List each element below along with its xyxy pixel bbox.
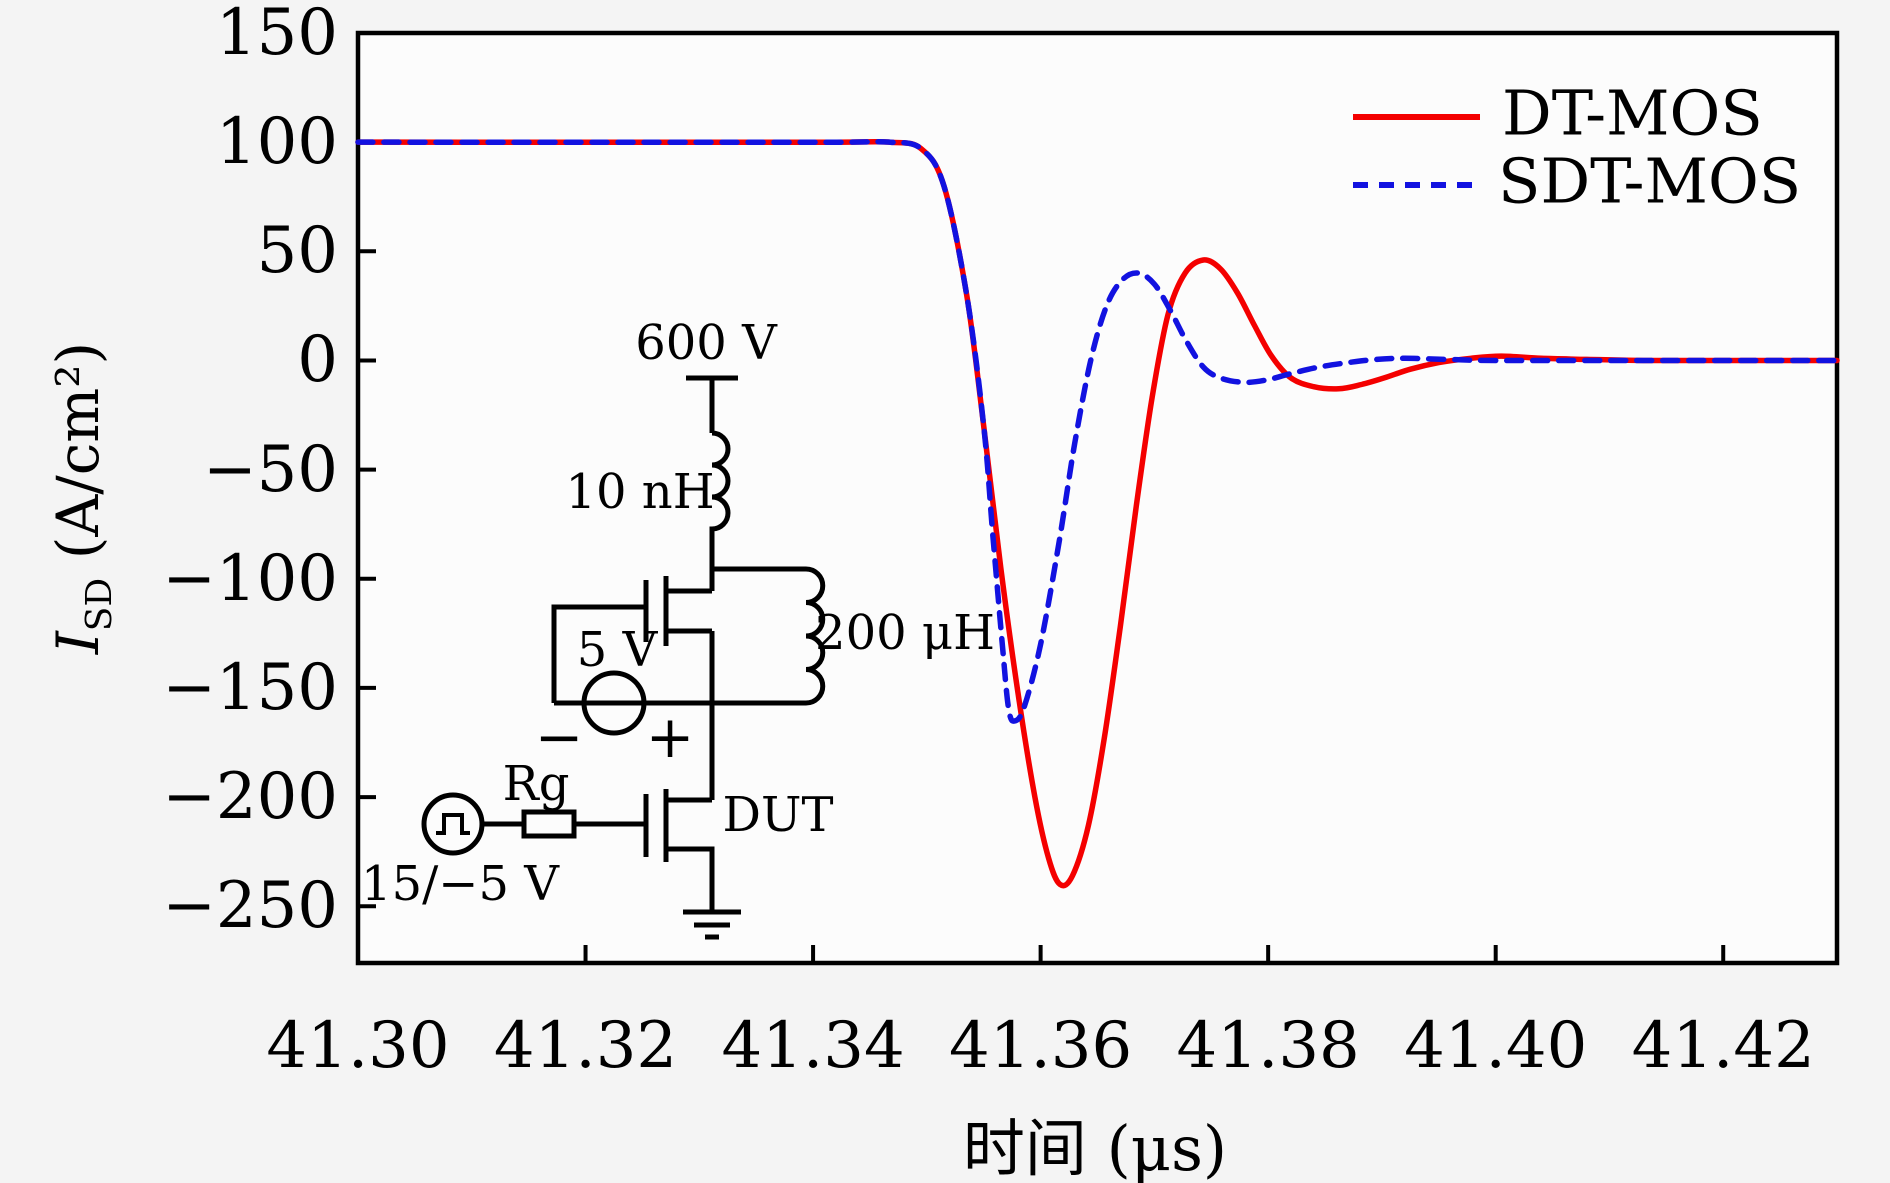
y-tick-label: 100 bbox=[215, 105, 338, 180]
y-axis-title: ISD (A/cm²) bbox=[44, 342, 120, 654]
sdt-mos-curve bbox=[355, 138, 1840, 724]
legend-label-dtmos: DT-MOS bbox=[1502, 76, 1763, 150]
y-tick-label: −200 bbox=[162, 760, 338, 835]
pulse-waveform-icon bbox=[436, 813, 470, 835]
circuit-minus-sign: − bbox=[534, 703, 584, 771]
circuit-plus-sign: + bbox=[645, 703, 695, 771]
clamp-voltage-source bbox=[581, 670, 647, 736]
legend-line-dtmos bbox=[1353, 114, 1480, 120]
x-tick-label: 41.42 bbox=[1631, 1009, 1815, 1083]
circuit-stray-inductor-label: 10 nH bbox=[565, 464, 715, 520]
load-inductor-coil bbox=[805, 566, 826, 706]
upper-fet-gate-wire bbox=[551, 604, 646, 703]
x-tick-label: 41.38 bbox=[1176, 1009, 1360, 1083]
y-tick-label: 150 bbox=[215, 0, 338, 70]
curves bbox=[355, 138, 1840, 889]
y-tick-label: −250 bbox=[162, 869, 338, 944]
x-tick-label: 41.34 bbox=[721, 1009, 905, 1083]
circuit-clamp-voltage-label: 5 V bbox=[576, 622, 658, 678]
circuit-supply-label: 600 V bbox=[635, 315, 777, 371]
y-axis-unit: (A/cm²) bbox=[44, 341, 113, 578]
plot-area bbox=[358, 33, 1837, 963]
y-tick-label: −50 bbox=[202, 432, 338, 507]
circuit-gate-resistor-label: Rg bbox=[502, 756, 570, 812]
y-axis-subscript: SD bbox=[78, 577, 120, 632]
x-tick-label: 41.36 bbox=[949, 1009, 1133, 1083]
circuit-dut-label: DUT bbox=[722, 787, 834, 843]
circuit-inset bbox=[421, 375, 826, 940]
circuit-pulse-source-label: 15/−5 V bbox=[361, 856, 559, 912]
y-tick-label: −100 bbox=[162, 541, 338, 616]
dut-source-lead bbox=[666, 846, 715, 912]
plot-frame bbox=[355, 30, 1840, 966]
x-axis-title: 时间 (μs) bbox=[962, 1112, 1228, 1183]
legend-line-sdtmos bbox=[1353, 182, 1480, 188]
y-axis-symbol: I bbox=[44, 631, 113, 655]
y-tick-label: 0 bbox=[297, 323, 338, 398]
circuit-load-inductor-label: 200 μH bbox=[815, 605, 995, 661]
y-tick-label: −150 bbox=[162, 650, 338, 725]
y-tick-label: 50 bbox=[256, 214, 338, 289]
stray-inductor-coil bbox=[709, 430, 731, 569]
x-tick-label: 41.30 bbox=[266, 1009, 450, 1083]
legend-label-sdtmos: SDT-MOS bbox=[1498, 144, 1802, 218]
x-tick-label: 41.40 bbox=[1404, 1009, 1588, 1083]
x-tick-label: 41.32 bbox=[493, 1009, 678, 1083]
